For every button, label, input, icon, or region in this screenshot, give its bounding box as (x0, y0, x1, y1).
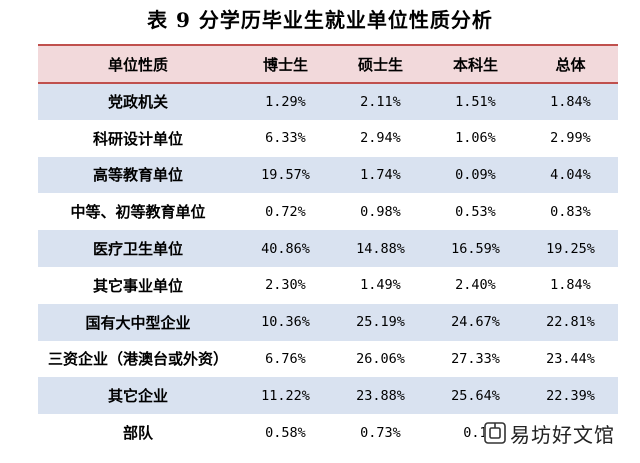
cell-overall: 1.84% (550, 93, 591, 110)
cell-phd: 10.36% (261, 314, 310, 331)
watermark: 易坊好文馆 (484, 418, 634, 448)
cell-bachelors: 16.59% (451, 240, 500, 257)
employment-table: 单位性质 博士生 硕士生 本科生 总体 党政机关 1.29% 2.11% 1.5… (38, 44, 618, 451)
header-unit-type: 单位性质 (38, 44, 238, 84)
cell-bachelors: 2.40% (455, 277, 496, 294)
table-row: 高等教育单位 19.57% 1.74% 0.09% 4.04% (38, 156, 618, 194)
cell-phd: 0.72% (265, 203, 306, 220)
cell-overall: 4.04% (550, 166, 591, 183)
cell-overall: 22.39% (546, 387, 595, 404)
cell-overall: 23.44% (546, 350, 595, 367)
table-title: 表 9 分学历毕业生就业单位性质分析 (147, 8, 493, 32)
table-row: 国有大中型企业 10.36% 25.19% 24.67% 22.81% (38, 303, 618, 341)
cell-bachelors: 24.67% (451, 314, 500, 331)
cell-masters: 1.49% (360, 277, 401, 294)
table-row: 三资企业（港澳台或外资） 6.76% 26.06% 27.33% 23.44% (38, 340, 618, 378)
row-label: 科研设计单位 (92, 129, 183, 148)
row-label: 部队 (122, 424, 153, 443)
cell-masters: 26.06% (356, 350, 405, 367)
cell-masters: 23.88% (356, 387, 405, 404)
cell-phd: 1.29% (265, 93, 306, 110)
cell-masters: 1.74% (360, 166, 401, 183)
header-bachelors: 本科生 (428, 44, 523, 84)
cell-phd: 0.58% (265, 424, 306, 441)
cell-masters: 0.98% (360, 203, 401, 220)
table-row: 党政机关 1.29% 2.11% 1.51% 1.84% (38, 83, 618, 120)
cell-overall: 19.25% (546, 240, 595, 257)
cell-phd: 40.86% (261, 240, 310, 257)
cell-bachelors: 0.53% (455, 203, 496, 220)
row-label: 其它企业 (107, 387, 168, 406)
row-label: 三资企业（港澳台或外资） (47, 350, 228, 369)
cell-masters: 14.88% (356, 240, 405, 257)
row-label: 其它事业单位 (92, 276, 183, 295)
table-row: 中等、初等教育单位 0.72% 0.98% 0.53% 0.83% (38, 193, 618, 231)
row-label: 中等、初等教育单位 (70, 203, 206, 222)
header-overall: 总体 (523, 44, 618, 84)
cell-masters: 2.11% (360, 93, 401, 110)
cell-phd: 2.30% (265, 277, 306, 294)
cell-bachelors: 25.64% (451, 387, 500, 404)
watermark-text: 易坊好文馆 (510, 422, 615, 447)
cell-bachelors: 1.51% (455, 93, 496, 110)
cell-phd: 6.76% (265, 350, 306, 367)
row-label: 医疗卫生单位 (92, 240, 183, 259)
cell-phd: 11.22% (261, 387, 310, 404)
row-label: 高等教育单位 (92, 166, 183, 185)
table-header-row: 单位性质 博士生 硕士生 本科生 总体 (38, 44, 618, 84)
cell-bachelors: 1.06% (455, 130, 496, 147)
row-label: 国有大中型企业 (85, 313, 191, 332)
cell-phd: 19.57% (261, 166, 310, 183)
header-masters: 硕士生 (333, 44, 428, 84)
cell-masters: 0.73% (360, 424, 401, 441)
watermark-logo-icon (484, 422, 506, 444)
cell-overall: 2.99% (550, 130, 591, 147)
table-row: 医疗卫生单位 40.86% 14.88% 16.59% 19.25% (38, 230, 618, 267)
table-row: 其它企业 11.22% 23.88% 25.64% 22.39% (38, 377, 618, 415)
cell-phd: 6.33% (265, 130, 306, 147)
table-row: 其它事业单位 2.30% 1.49% 2.40% 1.84% (38, 266, 618, 304)
cell-overall: 1.84% (550, 277, 591, 294)
cell-overall: 0.83% (550, 203, 591, 220)
cell-bachelors: 27.33% (451, 350, 500, 367)
cell-masters: 25.19% (356, 314, 405, 331)
row-label: 党政机关 (107, 93, 168, 112)
cell-bachelors: 0.1 (463, 424, 488, 441)
cell-bachelors: 0.09% (455, 166, 496, 183)
cell-masters: 2.94% (360, 130, 401, 147)
cell-overall: 22.81% (546, 314, 595, 331)
table-row: 科研设计单位 6.33% 2.94% 1.06% 2.99% (38, 119, 618, 157)
header-phd: 博士生 (238, 44, 333, 84)
